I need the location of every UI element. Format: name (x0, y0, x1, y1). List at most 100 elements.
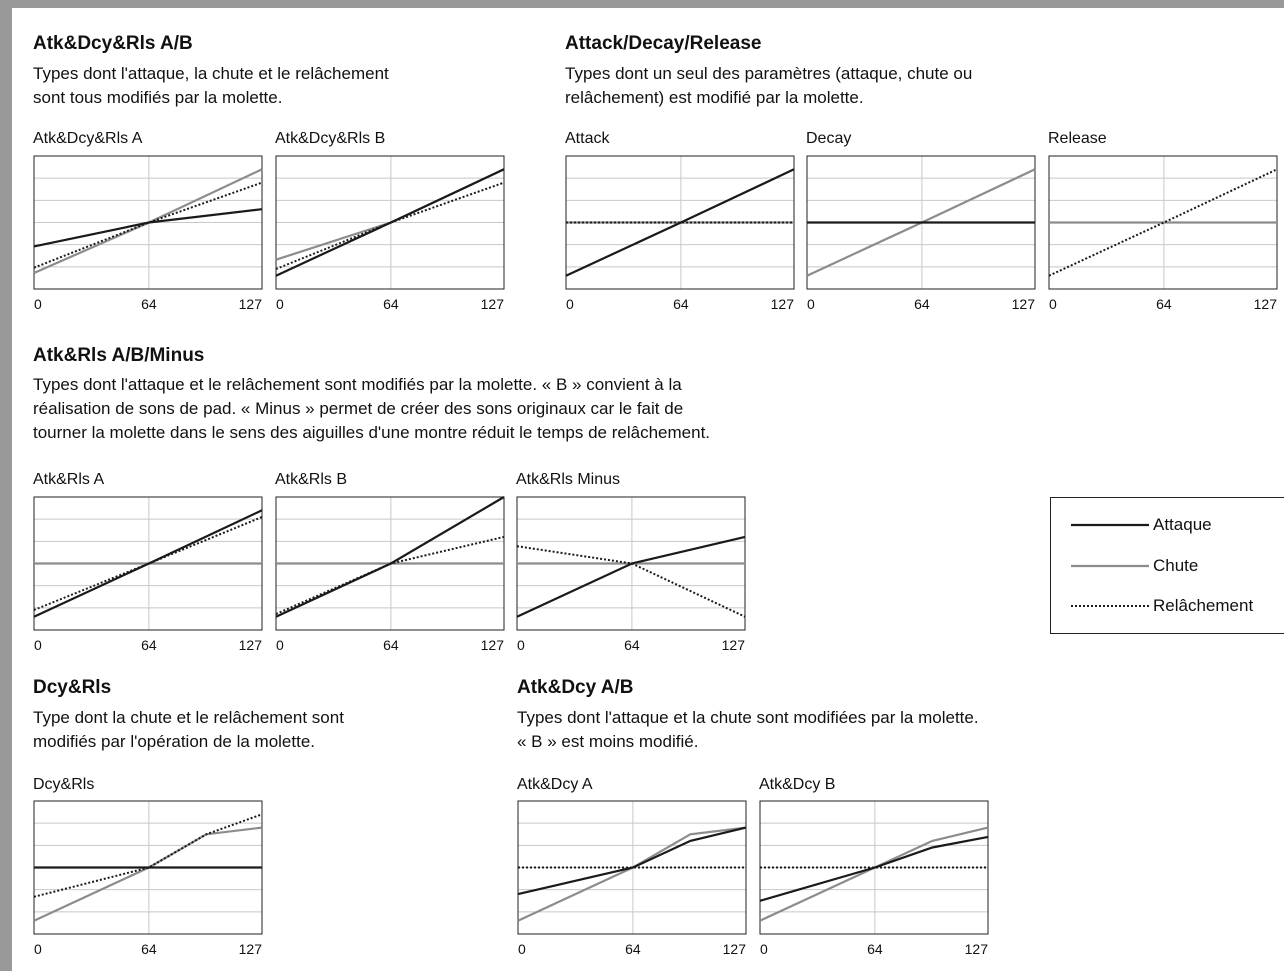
chart-atk-dcy-b: 0 64 127 (759, 800, 989, 957)
tick-label-x: 64 (673, 296, 689, 312)
tick-label-x: 0 (517, 637, 525, 653)
section-title-attack-decay-release: Attack/Decay/Release (565, 33, 762, 54)
desc-line: relâchement) est modifié par la molette. (565, 88, 864, 107)
desc-line: Types dont l'attaque, la chute et le rel… (33, 64, 389, 83)
desc-line: modifiés par l'opération de la molette. (33, 732, 316, 751)
legend: Attaque Chute Relâchement (1050, 497, 1284, 634)
series-line-release (33, 181, 263, 269)
section-desc-atk-rls: Types dont l'attaque et le relâchement s… (33, 373, 710, 445)
section-desc-attack-decay-release: Types dont un seul des paramètres (attaq… (565, 62, 972, 110)
desc-line: réalisation de sons de pad. « Minus » pe… (33, 399, 684, 418)
series-line-attack (517, 826, 747, 896)
chart-title: Atk&Dcy&Rls A (33, 130, 143, 147)
chart-title: Release (1048, 130, 1107, 147)
tick-label-x: 0 (34, 637, 42, 653)
chart-atk-rls-a: 0 64 127 (33, 496, 263, 653)
chart-atk-rls-minus: 0 64 127 (516, 496, 746, 653)
chart-title: Atk&Rls B (275, 471, 348, 488)
desc-line: tourner la molette dans le sens des aigu… (33, 423, 711, 442)
tick-label-x: 64 (867, 941, 883, 957)
page-frame-top (0, 0, 1284, 8)
tick-label-x: 64 (1156, 296, 1172, 312)
section-desc-atk-dcy-rls: Types dont l'attaque, la chute et le rel… (33, 62, 389, 110)
chart-title: Atk&Rls Minus (516, 471, 621, 488)
legend-label-attack: Attaque (1153, 515, 1212, 534)
legend-swatch-attack (1071, 523, 1149, 527)
tick-label-x: 64 (914, 296, 930, 312)
section-title-atk-dcy-rls: Atk&Dcy&Rls A/B (33, 33, 193, 54)
tick-label-x: 127 (239, 296, 263, 312)
chart-attack: 0 64 127 (565, 155, 795, 312)
desc-line: « B » est moins modifié. (517, 732, 699, 751)
tick-label-x: 0 (1049, 296, 1057, 312)
section-title-atk-rls: Atk&Rls A/B/Minus (33, 345, 205, 366)
page-frame-left (0, 0, 12, 971)
series-line-release (33, 813, 263, 898)
chart-title: Atk&Dcy&Rls B (275, 130, 386, 147)
desc-line: Type dont la chute et le relâchement son… (33, 708, 344, 727)
tick-label-x: 64 (141, 941, 157, 957)
series-line-attack (759, 835, 989, 902)
series-line-release (33, 516, 263, 611)
chart-title: Dcy&Rls (33, 776, 95, 793)
tick-label-x: 0 (807, 296, 815, 312)
tick-label-x: 127 (1012, 296, 1036, 312)
chart-title: Atk&Dcy B (759, 776, 836, 793)
tick-label-x: 0 (518, 941, 526, 957)
chart-decay: 0 64 127 (806, 155, 1036, 312)
series-line-attack (33, 208, 263, 248)
tick-label-x: 127 (239, 941, 263, 957)
tick-label-x: 64 (383, 637, 399, 653)
tick-label-x: 127 (239, 637, 263, 653)
chart-atk-rls-b: 0 64 127 (275, 496, 505, 653)
legend-swatch-decay (1071, 564, 1149, 568)
tick-label-x: 127 (1254, 296, 1278, 312)
series-line-release (275, 535, 505, 615)
plot-frame (275, 155, 505, 290)
tick-label-x: 64 (383, 296, 399, 312)
series-line-decay (275, 168, 505, 261)
chart-dcy-rls: 0 64 127 (33, 800, 263, 957)
series-line-attack (275, 168, 505, 277)
chart-title: Atk&Dcy A (517, 776, 593, 793)
plot-frame (33, 155, 263, 290)
tick-label-x: 127 (723, 941, 747, 957)
section-title-atk-dcy: Atk&Dcy A/B (517, 677, 634, 698)
legend-label-release: Relâchement (1153, 596, 1254, 615)
tick-label-x: 0 (276, 637, 284, 653)
series-line-decay (33, 826, 263, 922)
tick-label-x: 64 (141, 637, 157, 653)
section-desc-dcy-rls: Type dont la chute et le relâchement son… (33, 706, 344, 754)
section-title-dcy-rls: Dcy&Rls (33, 677, 112, 698)
tick-label-x: 64 (624, 637, 640, 653)
desc-line: Types dont l'attaque et le relâchement s… (33, 375, 682, 394)
legend-label-decay: Chute (1153, 556, 1199, 575)
chart-title: Attack (565, 130, 610, 147)
tick-label-x: 0 (566, 296, 574, 312)
series-line-decay (759, 826, 989, 922)
chart-atk-dcy-rls-b: 0 64 127 (275, 155, 505, 312)
chart-title: Decay (806, 130, 852, 147)
desc-line: Types dont un seul des paramètres (attaq… (565, 64, 973, 83)
tick-label-x: 64 (141, 296, 157, 312)
series-line-attack (33, 509, 263, 618)
chart-atk-dcy-a: 0 64 127 (517, 800, 747, 957)
desc-line: Types dont l'attaque et la chute sont mo… (517, 708, 979, 727)
tick-label-x: 0 (276, 296, 284, 312)
tick-label-x: 64 (625, 941, 641, 957)
chart-title: Atk&Rls A (33, 471, 105, 488)
legend-swatch-release (1071, 605, 1149, 607)
series-line-decay (33, 168, 263, 275)
desc-line: sont tous modifiés par la molette. (33, 88, 283, 107)
series-line-decay (517, 826, 747, 922)
chart-release: 0 64 127 (1048, 155, 1278, 312)
tick-label-x: 127 (481, 637, 505, 653)
chart-atk-dcy-rls-a: 0 64 127 (33, 155, 263, 312)
tick-label-x: 0 (34, 941, 42, 957)
tick-label-x: 127 (481, 296, 505, 312)
tick-label-x: 127 (722, 637, 746, 653)
tick-label-x: 127 (771, 296, 795, 312)
section-desc-atk-dcy: Types dont l'attaque et la chute sont mo… (517, 706, 979, 754)
tick-label-x: 0 (760, 941, 768, 957)
series-line-release (1048, 168, 1278, 277)
